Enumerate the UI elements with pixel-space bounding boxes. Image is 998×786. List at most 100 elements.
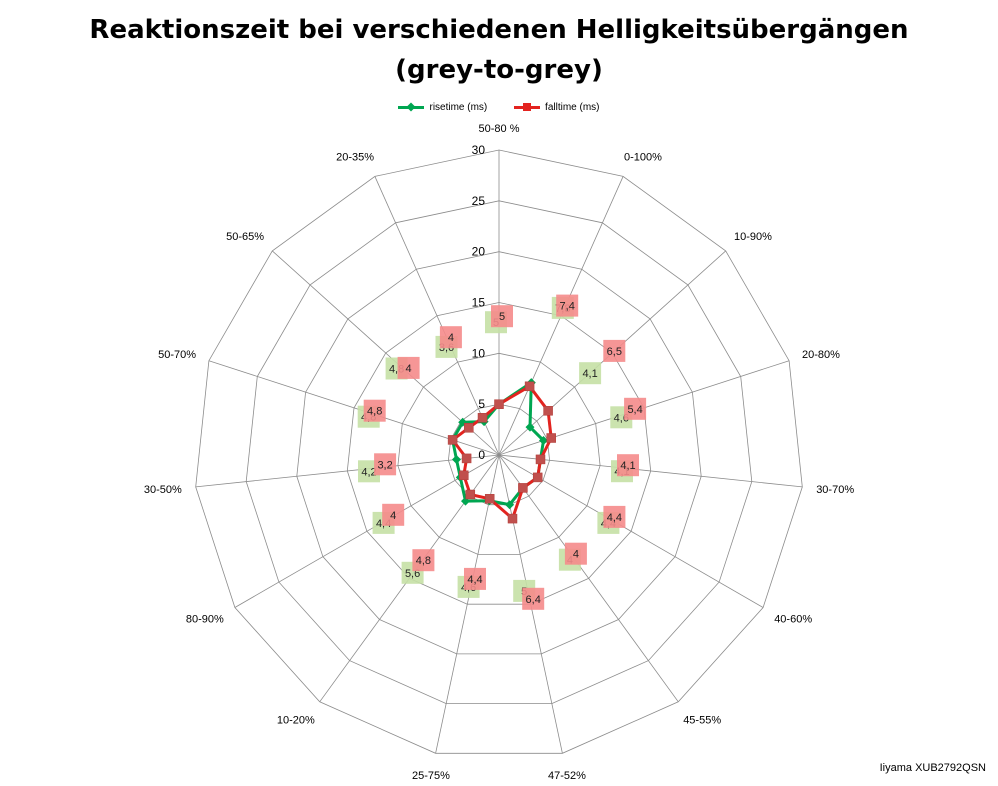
r-tick-label: 30 [472,143,486,157]
marker-falltime [518,483,528,493]
data-label-falltime: 4,1 [620,460,635,472]
category-label: 10-20% [277,715,315,727]
data-label-falltime: 5 [499,311,505,323]
marker-falltime [535,454,546,465]
category-label: 40-60% [774,614,812,626]
data-label-box-falltime [412,549,435,572]
data-labels: 57,84,14,64,14,4454,65,64,44,24,84,83,65… [357,294,647,610]
data-label-falltime: 4,4 [467,574,482,586]
series-line-risetime [451,381,545,507]
grid-spoke [234,454,500,608]
data-label-falltime: 4,4 [607,512,622,524]
data-label-falltime: 7,4 [560,301,575,313]
legend-swatch-risetime [398,102,425,112]
data-label-falltime: 4 [448,332,454,344]
marker-risetime [505,500,515,510]
data-label-falltime: 4 [573,549,579,561]
marker-risetime [452,455,461,464]
legend: risetime (ms) falltime (ms) [0,101,998,113]
data-label-falltime: 4,8 [367,406,382,418]
monitor-model-label: Iiyama XUB2792QSN [879,762,986,774]
data-label-risetime: 4,1 [582,368,597,380]
data-label-falltime: 5,4 [627,404,642,416]
marker-risetime [525,422,535,432]
marker-falltime [477,413,488,423]
data-label-box-falltime [439,326,462,349]
r-tick-label: 20 [472,245,486,259]
marker-risetime [539,436,548,445]
data-label-box-falltime [556,294,579,317]
grid-ring [346,302,652,605]
grid-spoke [498,454,764,608]
grid-ring [245,200,753,704]
category-label: 30-50% [144,484,182,496]
category-label: 20-80% [802,349,840,361]
legend-label-risetime: risetime (ms) [429,102,488,113]
grid-spoke [498,454,679,703]
data-label-risetime: 4,2 [361,466,376,478]
category-label: 80-90% [186,614,224,626]
category-label: 30-70% [816,484,854,496]
category-label: 45-55% [683,715,721,727]
data-label-box-falltime [464,567,486,590]
data-label-box-falltime [363,399,386,422]
grid-spoke [195,454,500,488]
marker-falltime [461,453,472,464]
chart-title: Reaktionszeit bei verschiedenen Helligke… [0,10,998,90]
chart-title-line-1: Reaktionszeit bei verschiedenen Helligke… [89,15,909,45]
marker-falltime [465,489,476,500]
category-label: 10-90% [734,231,772,243]
category-label: 47-52% [548,770,586,782]
data-label-box-falltime [564,542,587,565]
marker-falltime [459,470,469,481]
category-label: 50-80 % [479,123,520,135]
data-label-box-falltime [382,503,405,526]
data-label-falltime: 4,8 [416,555,431,567]
marker-falltime [447,435,458,445]
marker-falltime [484,494,495,504]
data-label-box-falltime [617,454,639,477]
legend-label-falltime: falltime (ms) [545,102,600,113]
data-label-box-falltime [624,397,647,420]
data-label-falltime: 4 [406,363,412,375]
category-label: 50-70% [158,349,196,361]
category-label: 50-65% [226,231,264,243]
data-label-box-risetime [579,362,602,385]
data-label-falltime: 3,2 [377,459,392,471]
data-label-box-falltime [603,339,626,362]
marker-falltime [546,433,556,443]
radar-grid [195,149,803,754]
grid-ring [447,403,551,506]
r-tick-label: 10 [472,346,486,360]
category-label: 20-35% [336,151,374,163]
data-label-falltime: 6,5 [607,346,622,358]
marker-falltime [532,472,543,483]
data-label-box-falltime [374,453,397,476]
grid-ring [397,352,601,555]
r-tick-label: 15 [472,296,486,310]
r-tick-label: 25 [472,194,486,208]
legend-swatch-falltime [514,103,541,111]
grid-ring [296,251,702,655]
grid-spoke [374,176,500,456]
grid-spoke [498,454,803,488]
data-label-box-falltime [522,587,545,610]
category-label: 0-100% [624,151,662,163]
series-line-falltime [451,384,553,521]
data-label-falltime: 4 [390,510,396,522]
data-label-falltime: 6,4 [526,594,541,606]
legend-item-falltime: falltime (ms) [514,102,600,113]
category-label: 25-75% [412,770,450,782]
r-tick-label: 5 [478,397,485,411]
data-label-box-falltime [397,356,420,379]
grid-spoke [435,454,500,754]
legend-item-risetime: risetime (ms) [398,102,487,113]
legend-marker-square [523,103,532,111]
marker-falltime [494,399,504,409]
data-label-box-falltime [603,505,626,528]
marker-falltime [524,381,535,392]
r-tick-label: 0 [478,448,485,462]
marker-falltime [464,423,474,433]
marker-falltime [543,406,553,416]
